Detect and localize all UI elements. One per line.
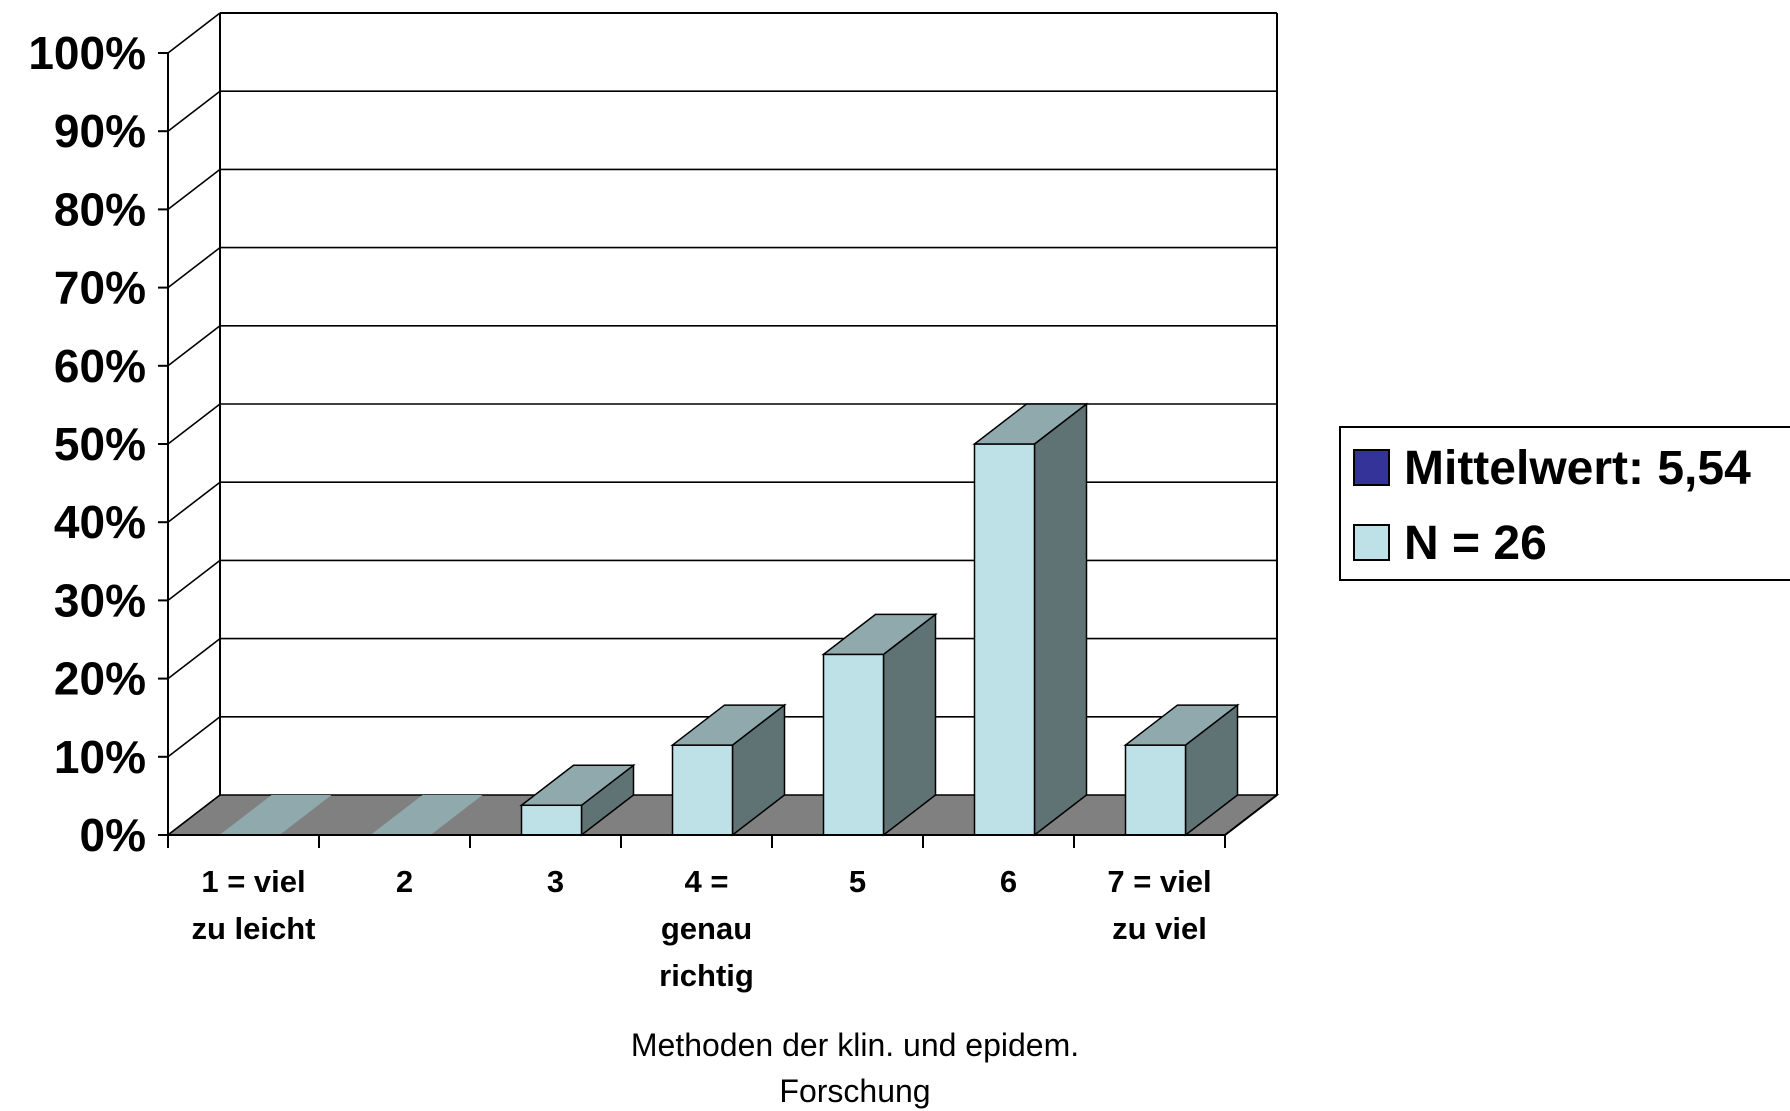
bar [1123, 703, 1240, 837]
y-tick-label: 10% [54, 731, 146, 783]
y-tick-label: 90% [54, 105, 146, 157]
bars [219, 402, 1240, 837]
legend-swatch [1353, 449, 1390, 486]
bar-front [822, 653, 885, 836]
bar-front [973, 443, 1036, 836]
bar-top [972, 403, 1089, 445]
x-category-label: 5 [849, 864, 866, 899]
x-category-label: 3 [547, 864, 564, 899]
x-category-label-line: 7 = viel [1107, 864, 1211, 899]
legend-label: N = 26 [1404, 517, 1547, 570]
y-tick-label: 40% [54, 496, 146, 548]
y-tick-label: 50% [54, 418, 146, 470]
y-tick-labels: 0% 10% 20% 30% 40% 50% 60% 70% 80% 90% 100% [28, 27, 146, 861]
bar-top [1123, 704, 1240, 746]
legend-label: Mittelwert: 5,54 [1404, 442, 1751, 495]
bar-front [671, 744, 734, 836]
gridline-diagonal [167, 559, 221, 602]
x-category-label: 7 = viel zu viel [1107, 864, 1211, 946]
gridline-diagonal [167, 716, 221, 758]
bar-top [670, 704, 787, 746]
x-category-labels: 1 = viel zu leicht 2 3 4 = genau richtig 5 6 7 = … [191, 864, 1211, 993]
legend: Mittelwert: 5,54 N = 26 [1339, 426, 1790, 581]
x-category-label-line: 3 [547, 864, 564, 899]
bar-top [519, 764, 636, 807]
x-axis-title-line: Forschung [779, 1073, 930, 1109]
bar [972, 402, 1089, 837]
gridline-diagonal [167, 12, 221, 54]
y-tick-label: 100% [28, 27, 146, 79]
x-category-label-line: 1 = viel [201, 864, 305, 899]
axes [158, 52, 1278, 848]
x-category-label: 6 [1000, 864, 1017, 899]
x-category-label-line: 4 = [685, 864, 729, 899]
y-tick-label: 30% [54, 574, 146, 626]
gridline-diagonal [167, 246, 221, 289]
x-category-label-line: 6 [1000, 864, 1017, 899]
floor-right-edge [1224, 794, 1278, 836]
bar-top [219, 795, 332, 835]
y-tick-label: 0% [80, 809, 146, 861]
x-category-label-line: zu leicht [191, 911, 315, 946]
bar [219, 795, 332, 835]
x-category-label-line: zu viel [1112, 911, 1207, 946]
bar-top [821, 613, 938, 656]
bar-front [520, 804, 583, 836]
x-axis-title: Methoden der klin. und epidem. Forschung [631, 1027, 1079, 1109]
bar-top [370, 795, 483, 835]
bar [370, 795, 483, 835]
x-category-label-line: genau [661, 911, 752, 946]
bar [519, 763, 636, 837]
x-axis-title-line: Methoden der klin. und epidem. [631, 1027, 1079, 1063]
bar-side [1033, 402, 1088, 837]
x-category-label-line: 5 [849, 864, 866, 899]
gridline-diagonal [167, 637, 221, 680]
y-tick-label: 20% [54, 653, 146, 705]
x-category-label: 4 = genau richtig [659, 864, 754, 993]
gridline-diagonal [167, 90, 221, 132]
x-category-label-line: richtig [659, 958, 754, 993]
x-category-label: 2 [396, 864, 413, 899]
bar [821, 612, 938, 837]
gridline-diagonal [167, 168, 221, 211]
gridline-diagonal [167, 325, 221, 367]
y-tick-label: 80% [54, 183, 146, 235]
bar-front [1124, 744, 1187, 836]
gridline-diagonal [167, 481, 221, 523]
bar [670, 703, 787, 837]
y-tick-label: 60% [54, 340, 146, 392]
x-category-label: 1 = viel zu leicht [191, 864, 315, 946]
legend-swatch [1353, 524, 1390, 561]
y-tick-label: 70% [54, 262, 146, 314]
legend-box [1339, 426, 1790, 581]
gridline-diagonal [167, 403, 221, 445]
x-category-label-line: 2 [396, 864, 413, 899]
